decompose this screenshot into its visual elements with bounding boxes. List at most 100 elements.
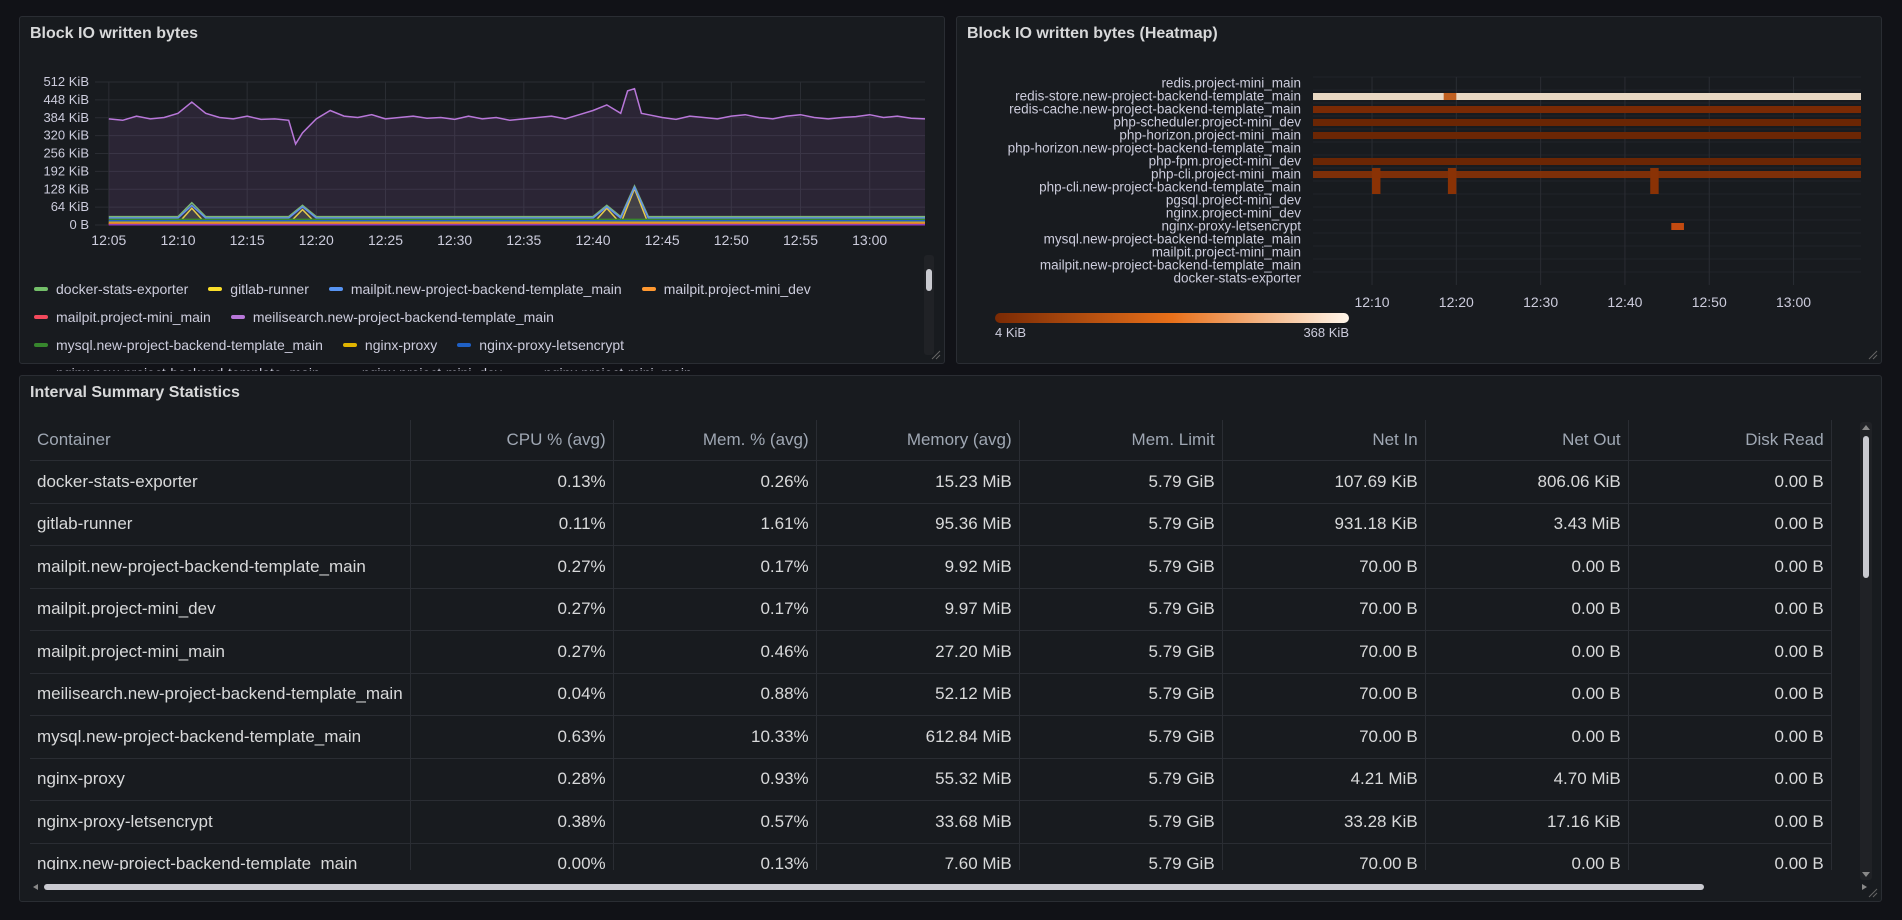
table-vertical-scrollbar[interactable] <box>1860 422 1872 880</box>
scroll-left-icon[interactable] <box>30 882 40 892</box>
legend-item[interactable]: nginx.project-mini_dev <box>340 365 502 371</box>
table-horizontal-scrollbar-thumb[interactable] <box>44 884 1704 890</box>
table-row[interactable]: nginx-proxy 0.28% 0.93% 55.32 MiB 5.79 GiB 4.… <box>30 758 1832 801</box>
legend-item[interactable]: nginx-proxy <box>342 337 437 353</box>
table-body: docker-stats-exporter 0.13% 0.26% 15.23 MiB… <box>30 460 1832 870</box>
series-line[interactable] <box>108 185 925 220</box>
legend-scrollbar[interactable] <box>924 255 934 355</box>
column-header[interactable]: Net Out <box>1425 420 1629 461</box>
x-tick-label: 12:55 <box>783 232 818 248</box>
table-cell: 0.13% <box>410 460 614 504</box>
scroll-down-icon[interactable] <box>1860 870 1872 880</box>
legend-item[interactable]: mailpit.project-mini_main <box>34 309 211 325</box>
table-cell: 0.00 B <box>1628 630 1832 674</box>
table-cell: 0.00 B <box>1425 588 1629 631</box>
series-line[interactable] <box>108 87 926 146</box>
table-cell: 0.00 B <box>1628 673 1832 716</box>
scroll-right-icon[interactable] <box>1860 882 1870 892</box>
table-row[interactable]: mysql.new-project-backend-template_main 0… <box>30 715 1832 759</box>
table-row[interactable]: meilisearch.new-project-backend-template… <box>30 673 1832 716</box>
legend-item[interactable]: nginx-proxy-letsencrypt <box>457 337 624 353</box>
heatmap-x-tick-label: 12:50 <box>1692 294 1727 310</box>
y-tick-label: 448 KiB <box>43 92 89 107</box>
x-tick-label: 12:05 <box>91 232 126 248</box>
column-header[interactable]: Disk Read <box>1628 420 1832 461</box>
table-cell: mailpit.project-mini_main <box>30 630 411 674</box>
table-cell: 5.79 GiB <box>1019 758 1223 801</box>
heatmap-cell-band[interactable] <box>1313 158 1861 165</box>
legend-item[interactable]: nginx.new-project-backend-template_main <box>34 365 320 371</box>
table-cell: 0.00 B <box>1425 630 1629 674</box>
legend-scrollbar-thumb[interactable] <box>926 269 932 291</box>
legend-swatch <box>208 287 223 291</box>
table-cell: 5.79 GiB <box>1019 630 1223 674</box>
x-tick-label: 12:10 <box>160 232 195 248</box>
column-header[interactable]: Memory (avg) <box>816 420 1020 461</box>
legend-item[interactable]: mailpit.project-mini_dev <box>641 281 811 297</box>
heatmap-chart: 12:10 12:20 12:30 12:40 12:50 13:00 redis.proj… <box>995 76 1861 340</box>
table-cell: docker-stats-exporter <box>30 460 411 504</box>
table-row[interactable]: nginx-proxy-letsencrypt 0.38% 0.57% 33.68 M… <box>30 800 1832 844</box>
table-cell: 70.00 B <box>1222 588 1426 631</box>
table-cell: 33.28 KiB <box>1222 800 1426 844</box>
legend-label: mailpit.project-mini_main <box>56 309 211 325</box>
table-row[interactable]: gitlab-runner 0.11% 1.61% 95.36 MiB 5.79 GiB… <box>30 503 1832 546</box>
table-cell: 0.88% <box>613 673 817 716</box>
legend-item[interactable]: gitlab-runner <box>208 281 309 297</box>
heatmap-cell-band[interactable] <box>1313 119 1861 126</box>
heatmap-cell-band[interactable] <box>1313 106 1861 113</box>
heatmap-y-label: mysql.new-project-backend-template_main <box>1044 232 1301 247</box>
heatmap-cell[interactable] <box>1671 223 1684 230</box>
table-cell: 107.69 KiB <box>1222 460 1426 504</box>
heatmap-cell-band[interactable] <box>1313 171 1861 178</box>
heatmap-cell-band[interactable] <box>1313 132 1861 139</box>
heatmap-cell[interactable] <box>1447 168 1457 194</box>
table-horizontal-scrollbar[interactable] <box>30 882 1870 892</box>
heatmap-cell-band[interactable] <box>1313 93 1861 100</box>
heatmap-cell[interactable] <box>1443 93 1457 100</box>
table-row[interactable]: mailpit.new-project-backend-template_mai… <box>30 545 1832 589</box>
heatmap-cell[interactable] <box>1372 168 1381 194</box>
table-row[interactable]: mailpit.project-mini_main 0.27% 0.46% 27.20… <box>30 630 1832 674</box>
heatmap-panel: Block IO written bytes (Heatmap) 12:10 12… <box>956 16 1882 364</box>
x-tick-label: 12:25 <box>368 232 403 248</box>
heatmap-x-tick-label: 12:10 <box>1354 294 1389 310</box>
heatmap-cell[interactable] <box>1650 168 1659 194</box>
heatmap-x-tick-label: 13:00 <box>1776 294 1811 310</box>
column-header[interactable]: CPU % (avg) <box>410 420 614 461</box>
table-row[interactable]: mailpit.project-mini_dev 0.27% 0.17% 9.97 M… <box>30 588 1832 631</box>
legend-item[interactable]: mailpit.new-project-backend-template_mai… <box>328 281 622 297</box>
legend-label: nginx.project-mini_dev <box>362 365 502 371</box>
y-tick-label: 192 KiB <box>43 163 89 178</box>
column-header[interactable]: Net In <box>1222 420 1426 461</box>
resize-handle-icon[interactable] <box>1868 350 1878 360</box>
table-cell: nginx-proxy <box>30 758 411 801</box>
table-vertical-scrollbar-thumb[interactable] <box>1863 436 1869 578</box>
table-cell: 33.68 MiB <box>816 800 1020 844</box>
heatmap-x-tick-label: 12:40 <box>1607 294 1642 310</box>
legend-item[interactable]: nginx.project-mini_main <box>522 365 692 371</box>
table-cell: mailpit.new-project-backend-template_mai… <box>30 545 411 589</box>
table-cell: 0.17% <box>613 545 817 589</box>
table-cell: 17.16 KiB <box>1425 800 1629 844</box>
legend-item[interactable]: mysql.new-project-backend-template_main <box>34 337 323 353</box>
column-header[interactable]: Container <box>30 420 411 461</box>
scroll-up-icon[interactable] <box>1860 422 1872 432</box>
column-header[interactable]: Mem. % (avg) <box>613 420 817 461</box>
legend-row: nginx.new-project-backend-template_main n… <box>34 359 922 371</box>
table-cell: meilisearch.new-project-backend-template… <box>30 673 411 716</box>
resize-handle-icon[interactable] <box>1868 888 1878 898</box>
table-cell: 5.79 GiB <box>1019 545 1223 589</box>
legend-item[interactable]: docker-stats-exporter <box>34 281 188 297</box>
table-cell: 5.79 GiB <box>1019 673 1223 716</box>
heatmap-y-label: php-scheduler.project-mini_dev <box>1113 115 1301 130</box>
column-header[interactable]: Mem. Limit <box>1019 420 1223 461</box>
heatmap-y-label: php-cli.new-project-backend-template_mai… <box>1039 180 1301 195</box>
heatmap-y-label: pgsql.project-mini_dev <box>1166 193 1301 208</box>
resize-handle-icon[interactable] <box>931 350 941 360</box>
heatmap-y-label: mailpit.project-mini_main <box>1152 245 1301 260</box>
table-row[interactable]: docker-stats-exporter 0.13% 0.26% 15.23 MiB… <box>30 460 1832 504</box>
x-tick-label: 12:40 <box>575 232 610 248</box>
legend-item[interactable]: meilisearch.new-project-backend-template… <box>230 309 554 325</box>
table-row[interactable]: nginx.new-project-backend-template_main 0… <box>30 843 1832 870</box>
